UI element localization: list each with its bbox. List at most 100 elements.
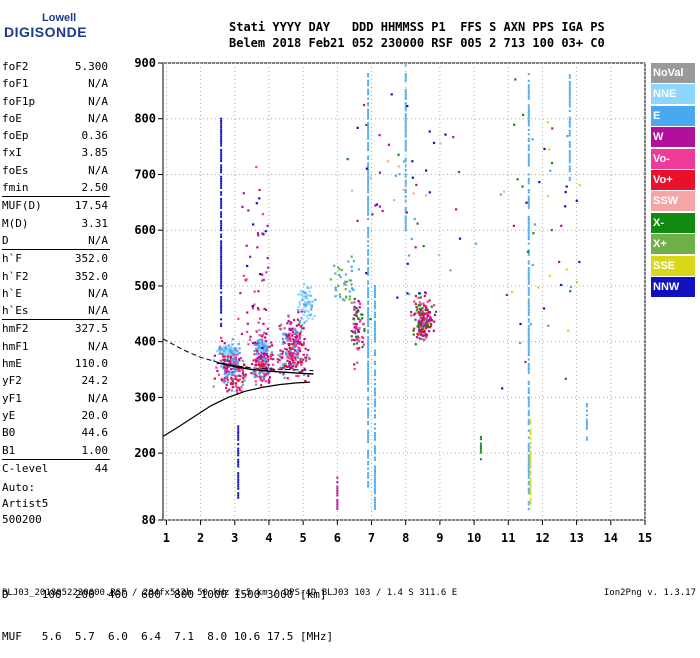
echo-dot bbox=[350, 338, 354, 341]
echo-dot bbox=[272, 358, 275, 361]
echo-dot bbox=[381, 209, 384, 213]
echo-dot bbox=[373, 503, 376, 506]
echo-dot bbox=[404, 117, 407, 120]
echo-dot bbox=[527, 354, 530, 357]
echo-dot bbox=[548, 274, 551, 277]
echo-dot bbox=[367, 244, 370, 247]
echo-dot bbox=[303, 303, 306, 307]
echo-dot bbox=[265, 332, 268, 335]
echo-dot bbox=[220, 240, 223, 243]
legend-item: X+ bbox=[651, 234, 695, 255]
echo-dot bbox=[261, 359, 264, 363]
echo-dot bbox=[297, 311, 300, 314]
echo-dot bbox=[578, 184, 581, 187]
echo-dot bbox=[345, 280, 348, 283]
echo-dot bbox=[257, 308, 260, 311]
echo-dot bbox=[404, 88, 407, 91]
echo-dot bbox=[239, 356, 243, 360]
echo-dot bbox=[237, 478, 240, 481]
echo-dot bbox=[428, 130, 431, 133]
echo-dot bbox=[336, 507, 339, 510]
echo-dot bbox=[254, 371, 257, 374]
echo-dot bbox=[305, 301, 308, 305]
param-name: M(D) bbox=[2, 216, 29, 230]
echo-dot bbox=[286, 339, 289, 342]
echo-dot bbox=[230, 347, 233, 350]
muf-table: D 100 200 400 600 800 1000 1500 3000 [km… bbox=[2, 560, 333, 658]
echo-dot bbox=[363, 329, 366, 332]
echo-dot bbox=[258, 317, 262, 320]
echo-dot bbox=[279, 366, 282, 369]
echo-dot bbox=[367, 184, 370, 187]
echo-dot bbox=[220, 242, 223, 245]
echo-dot bbox=[289, 328, 293, 331]
echo-dot bbox=[527, 383, 530, 386]
echo-dot bbox=[231, 348, 234, 351]
echo-dot bbox=[220, 137, 223, 140]
echo-dot bbox=[444, 133, 447, 136]
o-trace bbox=[217, 362, 314, 375]
echo-dot bbox=[297, 351, 300, 355]
echo-dot bbox=[519, 322, 522, 326]
echo-dot bbox=[288, 334, 291, 337]
echo-dot bbox=[262, 368, 265, 371]
echo-dot bbox=[256, 342, 259, 345]
echo-dot bbox=[527, 481, 530, 484]
legend-item: X- bbox=[651, 212, 695, 233]
echo-dot bbox=[420, 324, 423, 328]
echo-dot bbox=[367, 318, 370, 321]
echo-dot bbox=[367, 197, 370, 200]
echo-dot bbox=[230, 376, 233, 379]
echo-dot bbox=[283, 366, 286, 369]
echo-dot bbox=[519, 341, 522, 345]
echo-dot bbox=[299, 325, 302, 328]
echo-dot bbox=[412, 327, 416, 330]
echo-dot bbox=[413, 300, 416, 303]
echo-dot bbox=[531, 263, 534, 267]
legend-item: NoVal bbox=[651, 63, 695, 83]
echo-dot bbox=[285, 353, 288, 356]
echo-dot bbox=[425, 194, 428, 197]
echo-dot bbox=[295, 334, 298, 337]
echo-dot bbox=[257, 361, 260, 364]
x-tick-label: 7 bbox=[368, 531, 375, 545]
echo-dot bbox=[373, 374, 376, 377]
echo-dot bbox=[418, 292, 421, 295]
echo-dot bbox=[229, 355, 233, 359]
echo-dot bbox=[235, 368, 238, 371]
param-value: 44.6 bbox=[81, 426, 109, 440]
echo-dot bbox=[367, 365, 370, 368]
echo-dot bbox=[542, 307, 546, 310]
echo-dot bbox=[367, 293, 370, 296]
x-tick-label: 13 bbox=[569, 531, 583, 545]
echo-dot bbox=[231, 351, 234, 354]
echo-dot bbox=[373, 434, 376, 437]
echo-dot bbox=[222, 345, 226, 348]
echo-dot bbox=[373, 316, 376, 319]
echo-dot bbox=[231, 381, 234, 384]
echo-dot bbox=[356, 338, 359, 341]
param-name: B0 bbox=[2, 426, 16, 440]
echo-dot bbox=[527, 238, 530, 241]
echo-dot bbox=[439, 142, 442, 145]
echo-dot bbox=[299, 359, 302, 363]
echo-dot bbox=[304, 379, 307, 382]
echo-dot bbox=[415, 309, 419, 312]
echo-dot bbox=[527, 117, 530, 120]
echo-dot bbox=[257, 372, 260, 375]
echo-dot bbox=[420, 320, 423, 323]
echo-dot bbox=[527, 443, 530, 446]
param-row: foE N/A bbox=[2, 110, 110, 127]
echo-dot bbox=[404, 211, 407, 214]
echo-dot bbox=[264, 357, 268, 360]
echo-dot bbox=[529, 451, 532, 454]
echo-dot bbox=[404, 77, 407, 80]
echo-dot bbox=[235, 386, 239, 389]
echo-dot bbox=[418, 328, 421, 331]
echo-dot bbox=[405, 211, 408, 214]
echo-dot bbox=[373, 296, 376, 299]
echo-dot bbox=[367, 438, 370, 441]
echo-dot bbox=[367, 483, 370, 486]
echo-dot bbox=[531, 138, 534, 141]
echo-dot bbox=[373, 416, 376, 419]
